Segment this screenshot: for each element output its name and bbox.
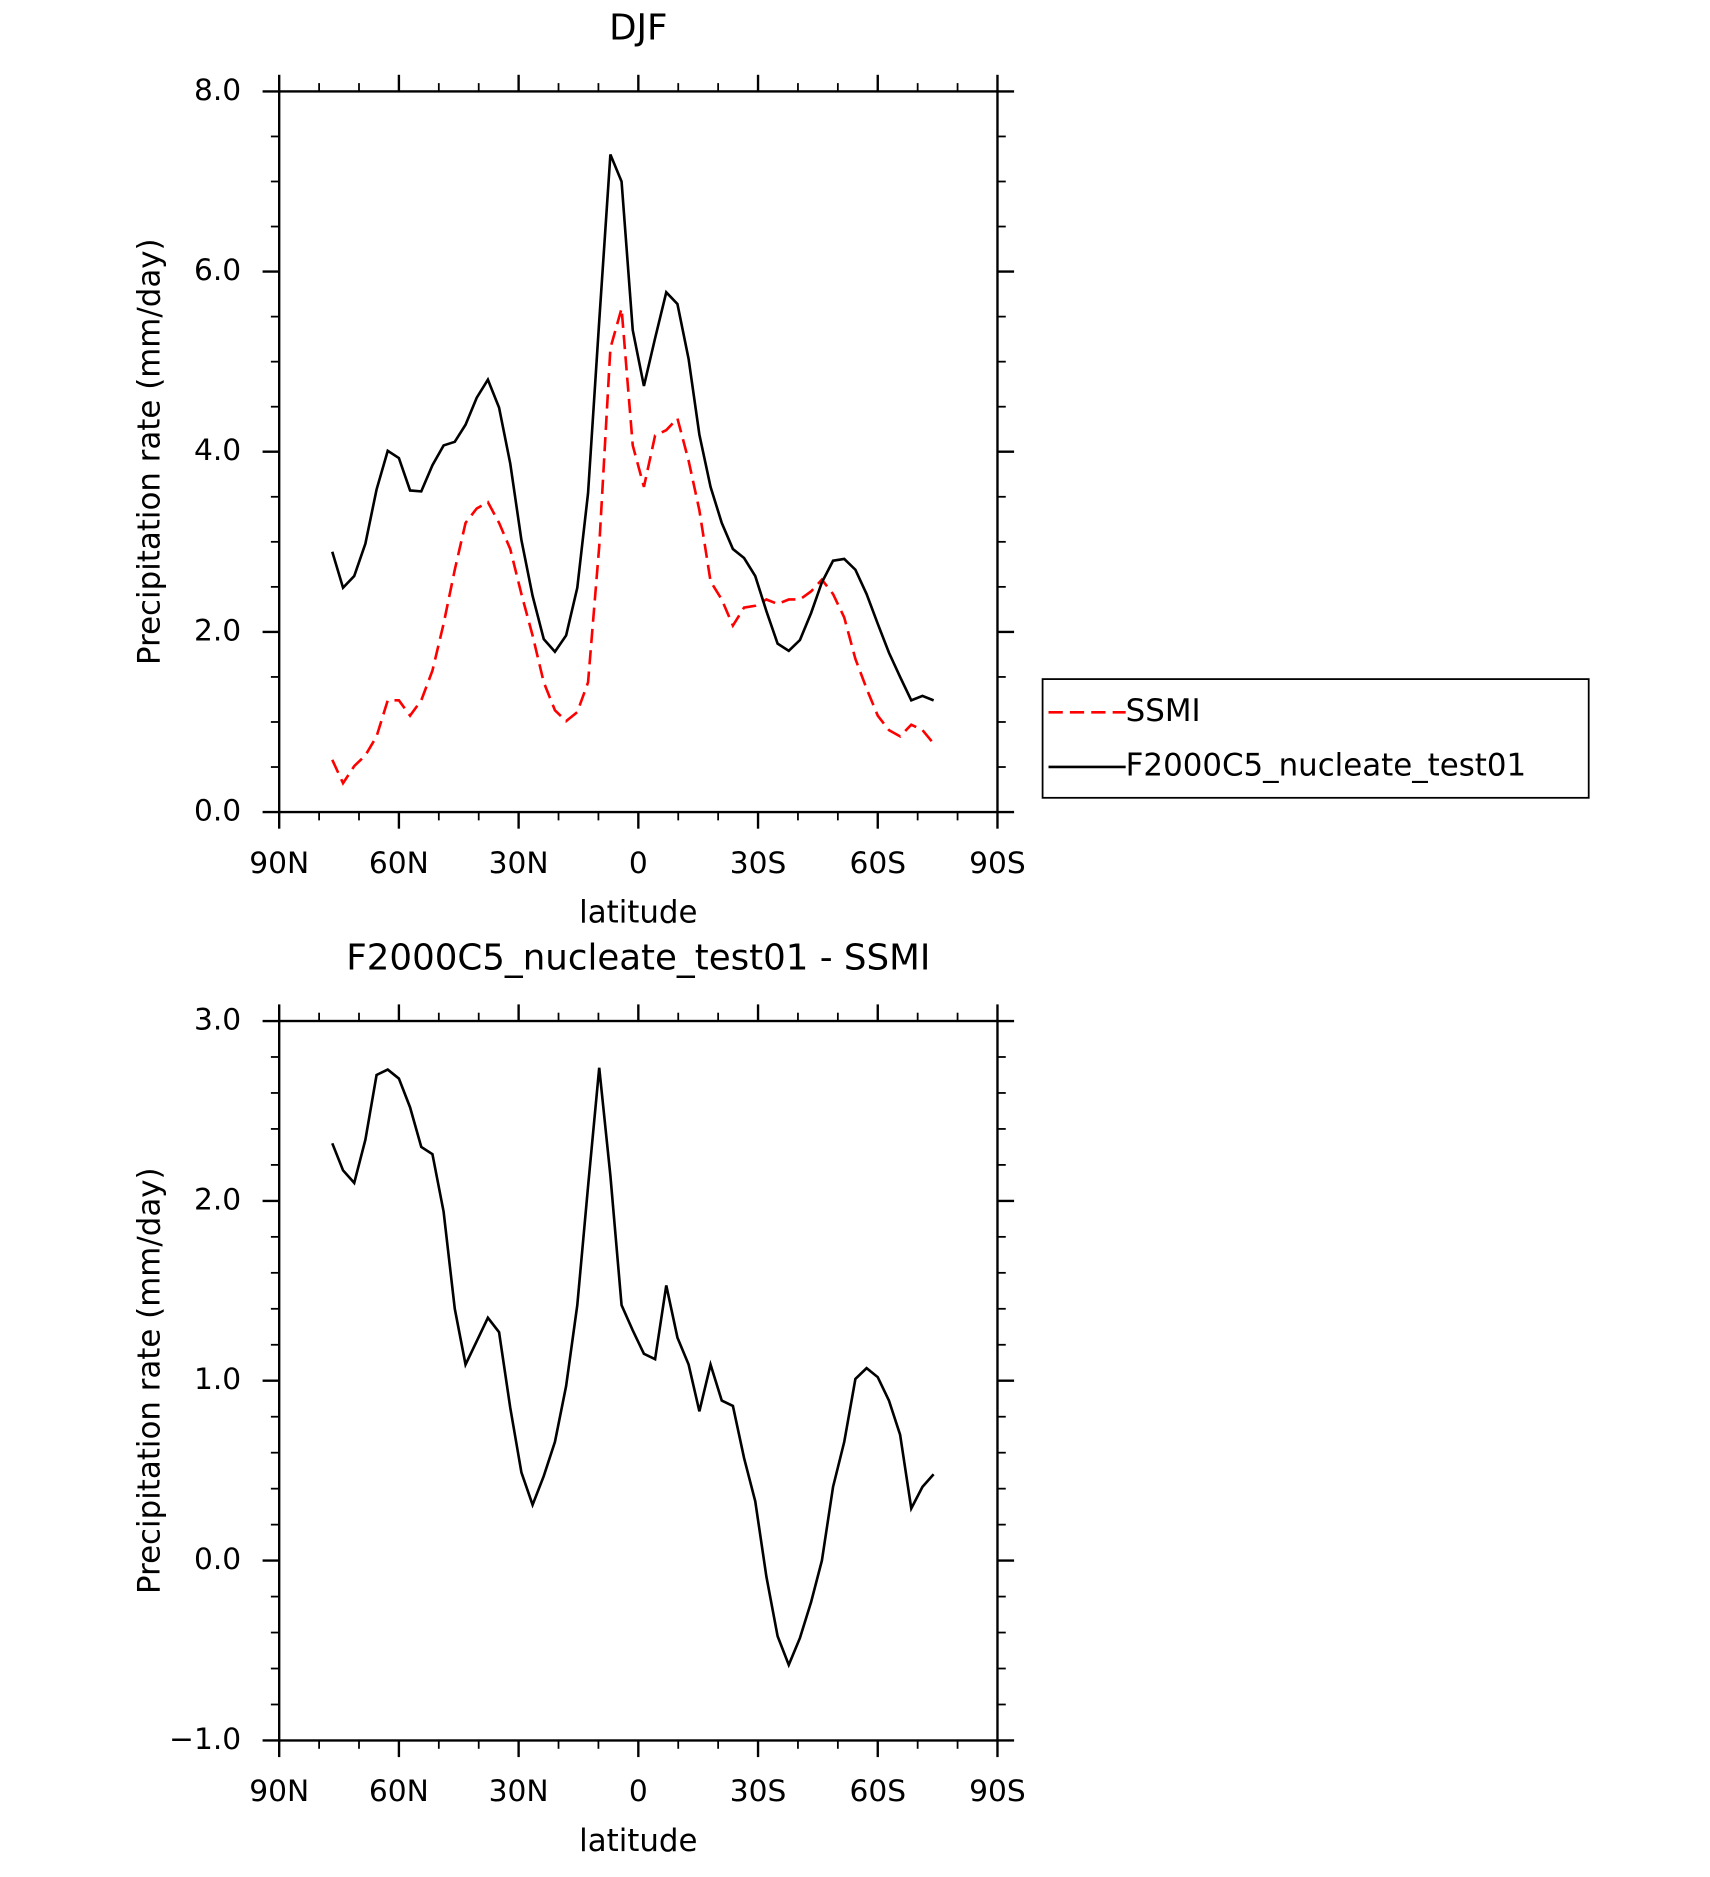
x-tick-label: 90N	[249, 1773, 309, 1808]
x-axis-label: latitude	[579, 895, 697, 931]
x-tick-label: 60S	[849, 1773, 906, 1808]
x-tick-label: 0	[629, 1773, 648, 1808]
y-tick-label: −1.0	[169, 1721, 241, 1756]
x-tick-label: 0	[629, 845, 648, 880]
x-tick-label: 30S	[730, 1773, 787, 1808]
y-tick-label: 4.0	[194, 432, 241, 467]
legend-label: SSMI	[1126, 693, 1201, 729]
chart-title: DJF	[609, 8, 667, 49]
x-tick-label: 60N	[369, 1773, 429, 1808]
x-tick-label: 60S	[849, 845, 906, 880]
x-tick-label: 30N	[489, 1773, 549, 1808]
data-line	[331, 308, 935, 786]
y-tick-label: 3.0	[194, 1002, 241, 1037]
y-axis-label: Precipitation rate (mm/day)	[131, 238, 167, 665]
y-axis-label: Precipitation rate (mm/day)	[131, 1167, 167, 1594]
x-tick-label: 90N	[249, 845, 309, 880]
x-tick-label: 30S	[730, 845, 787, 880]
legend-box	[1041, 678, 1590, 799]
y-tick-label: 8.0	[194, 72, 241, 107]
y-tick-label: 2.0	[194, 612, 241, 647]
x-tick-label: 60N	[369, 845, 429, 880]
y-tick-label: 6.0	[194, 252, 241, 287]
y-tick-label: 1.0	[194, 1361, 241, 1396]
legend-label: F2000C5_nucleate_test01	[1126, 747, 1526, 783]
data-line	[331, 1067, 935, 1669]
data-line	[331, 153, 935, 703]
x-axis-label: latitude	[579, 1823, 697, 1859]
chart-title: F2000C5_nucleate_test01 - SSMI	[346, 937, 930, 978]
y-tick-label: 0.0	[194, 1541, 241, 1576]
x-tick-label: 30N	[489, 845, 549, 880]
plot-frame	[278, 1019, 999, 1742]
y-tick-label: 0.0	[194, 793, 241, 828]
y-tick-label: 2.0	[194, 1181, 241, 1216]
x-tick-label: 90S	[969, 845, 1026, 880]
x-tick-label: 90S	[969, 1773, 1026, 1808]
